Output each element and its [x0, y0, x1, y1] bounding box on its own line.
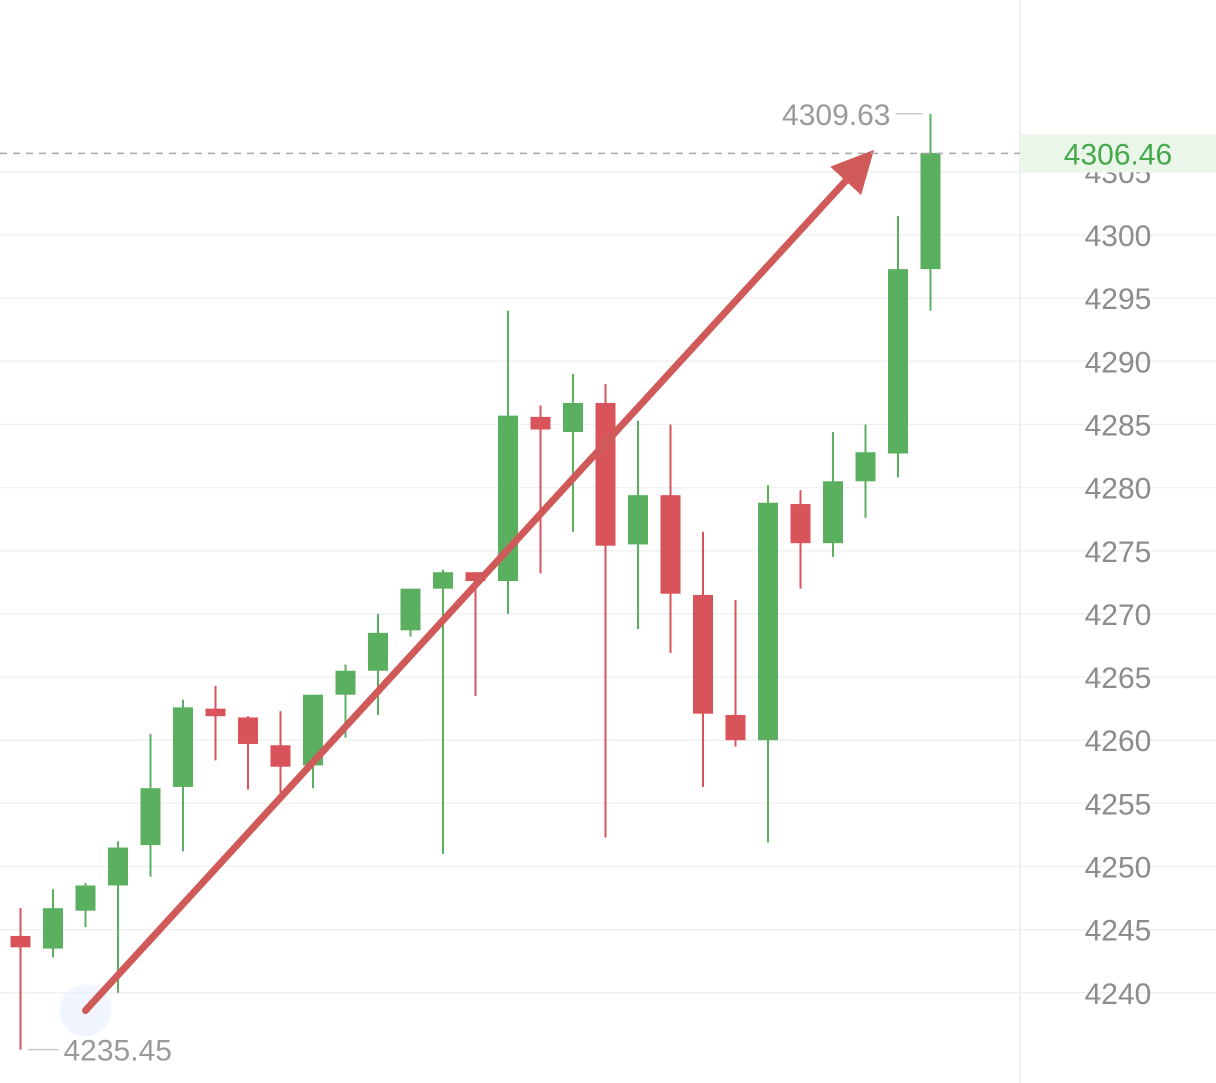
grid-lines: [0, 171, 1216, 994]
y-tick-label: 4260: [1085, 725, 1152, 758]
candle-body-up: [433, 572, 453, 589]
candle-body-up: [855, 452, 876, 482]
candle: [660, 424, 681, 654]
y-tick-label: 4280: [1085, 473, 1152, 506]
candle: [238, 716, 258, 790]
candle: [563, 373, 583, 532]
candle-body-up: [75, 885, 96, 911]
candle: [693, 531, 713, 787]
price-axis: 4305430042954290428542804275427042654260…: [1085, 157, 1152, 1011]
y-tick-label: 4245: [1085, 915, 1152, 948]
candle-body-down: [270, 745, 291, 767]
y-tick-label: 4285: [1085, 409, 1152, 442]
candle-body-up: [303, 694, 323, 766]
candles: [10, 113, 941, 1050]
candle: [10, 908, 31, 1050]
trend-arrow-layer: [59, 149, 875, 1037]
candle: [75, 882, 96, 928]
candle: [368, 613, 388, 715]
candle: [790, 490, 811, 589]
y-tick-label: 4240: [1085, 978, 1152, 1011]
y-tick-label: 4290: [1085, 346, 1152, 379]
candle: [400, 588, 421, 637]
candle-body-up: [823, 481, 843, 544]
y-tick-label: 4300: [1085, 220, 1152, 253]
candle: [725, 600, 746, 747]
candle-body-up: [628, 495, 648, 545]
candle: [498, 310, 518, 614]
candle-body-down: [693, 594, 713, 714]
candle-body-up: [758, 502, 778, 741]
candle: [108, 841, 128, 993]
y-tick-label: 4250: [1085, 852, 1152, 885]
trend-arrow: [82, 149, 875, 1014]
candle: [758, 485, 778, 843]
candle-body-up: [888, 269, 908, 454]
y-tick-label: 4265: [1085, 662, 1152, 695]
candle: [270, 711, 291, 796]
candle-body-down: [10, 935, 31, 948]
candle-body-down: [238, 717, 258, 744]
candle-body-down: [790, 504, 811, 544]
low-price-label: 4235.45: [64, 1035, 172, 1068]
y-tick-label: 4270: [1085, 599, 1152, 632]
candle: [43, 889, 63, 958]
y-tick-label: 4275: [1085, 536, 1152, 569]
candle-body-down: [660, 495, 681, 594]
candle-body-down: [595, 402, 616, 546]
candle: [888, 216, 908, 478]
candle: [920, 113, 941, 311]
candle-body-down: [465, 572, 486, 582]
candle-body-down: [725, 714, 746, 741]
candle-body-up: [108, 847, 128, 886]
candle: [855, 424, 876, 518]
candle-body-down: [205, 708, 226, 717]
candle: [823, 432, 843, 558]
candle: [530, 405, 551, 574]
last-price-badge: [1021, 134, 1216, 173]
candle-body-up: [400, 588, 421, 631]
candle-body-up: [173, 707, 193, 787]
y-tick-label: 4255: [1085, 788, 1152, 821]
candle-body-up: [563, 402, 583, 433]
candle: [140, 733, 161, 877]
candle-body-up: [335, 670, 356, 695]
candle: [628, 420, 648, 630]
candle: [173, 699, 193, 852]
candle-body-up: [140, 788, 161, 846]
candle: [205, 685, 226, 761]
candle-body-up: [368, 632, 388, 671]
price-labels: 4306.46 4309.63 4235.45: [0, 99, 1216, 1068]
candle: [465, 572, 486, 696]
candle-body-up: [920, 152, 941, 270]
candle: [303, 694, 323, 789]
candle-body-up: [43, 908, 63, 949]
last-price-label: 4306.46: [1064, 138, 1172, 171]
y-tick-label: 4295: [1085, 283, 1152, 316]
candle-body-down: [530, 416, 551, 430]
high-price-label: 4309.63: [782, 99, 890, 132]
